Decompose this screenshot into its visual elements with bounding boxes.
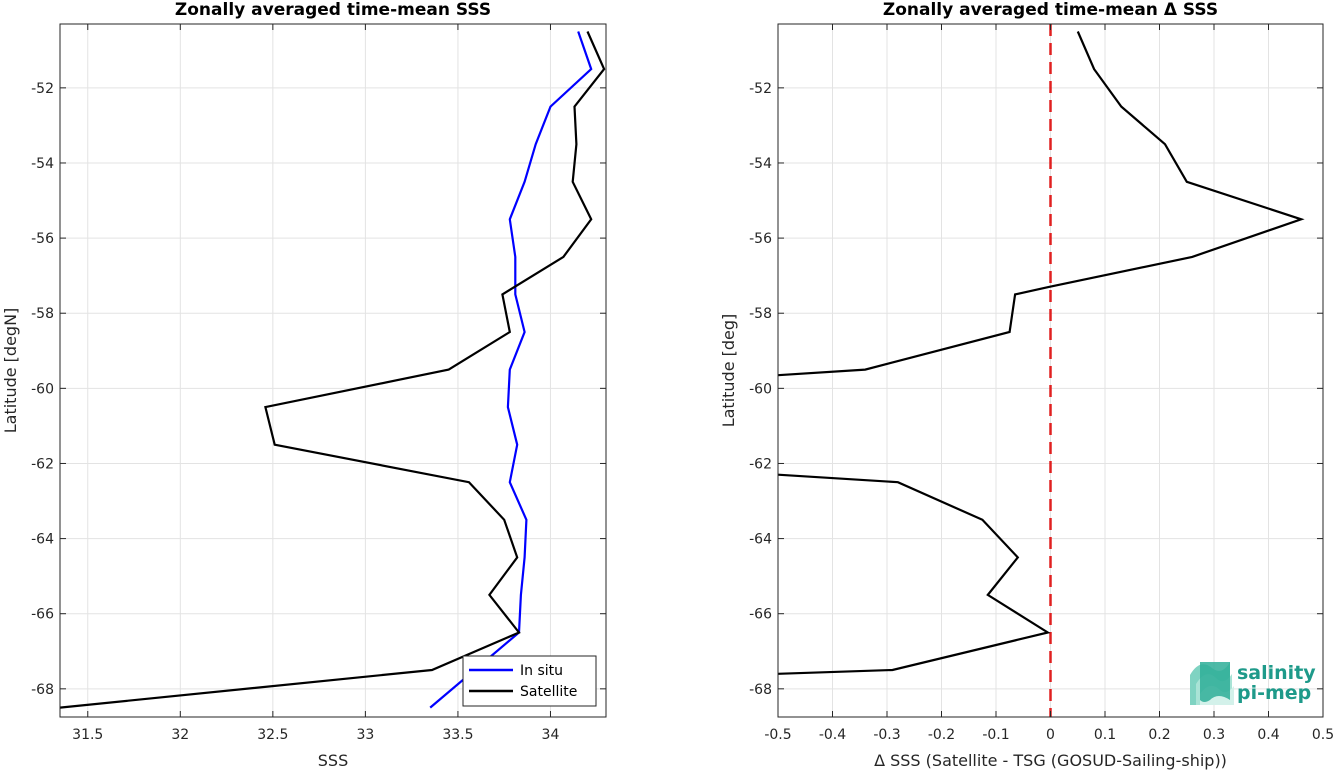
- grid-left: [60, 24, 606, 717]
- axes-frame-left: [59, 23, 607, 718]
- logo-text-pi-mep: pi-mep: [1237, 682, 1311, 704]
- waves-logo-icon: [1190, 662, 1234, 705]
- x-tick-label-right: 0.4: [1257, 727, 1279, 743]
- legend-label-in-situ: In situ: [520, 663, 563, 679]
- y-tick-label-right: -54: [749, 156, 772, 172]
- legend-label-satellite: Satellite: [520, 684, 577, 700]
- x-ticks-left: 31.5 32 32.5 33 33.5 34: [72, 24, 559, 743]
- x-tick-label-right: -0.5: [764, 727, 791, 743]
- y-tick-label-right: -56: [749, 231, 772, 247]
- y-tick-label-left: -60: [31, 381, 54, 397]
- series-line-satellite: [59, 31, 606, 709]
- y-tick-label-left: -56: [31, 231, 54, 247]
- legend: In situ Satellite: [462, 655, 597, 707]
- y-tick-label-right: -66: [749, 607, 772, 623]
- x-tick-label-left: 31.5: [72, 727, 103, 743]
- x-tick-label-left: 32: [171, 727, 189, 743]
- x-axis-label-left: SSS: [318, 751, 348, 770]
- y-tick-label-right: -68: [749, 682, 772, 698]
- y-tick-label-left: -54: [31, 156, 54, 172]
- axes-frame-right: [777, 23, 1324, 718]
- x-tick-label-right: 0.1: [1094, 727, 1116, 743]
- x-tick-label-left: 32.5: [257, 727, 288, 743]
- y-ticks-right: -68 -66 -64 -62 -60 -58 -56 -54 -52: [749, 81, 1323, 698]
- y-tick-label-right: -64: [749, 532, 772, 548]
- y-axis-label-right: Latitude [deg]: [719, 314, 738, 428]
- y-tick-label-right: -62: [749, 456, 772, 472]
- x-axis-label-right: Δ SSS (Satellite - TSG (GOSUD-Sailing-sh…: [874, 751, 1227, 770]
- series-lines-right: [777, 31, 1305, 675]
- panel-delta-sss: Zonally averaged time-mean Δ SSS -0.5 -0.…: [719, 0, 1334, 770]
- y-tick-label-right: -60: [749, 381, 772, 397]
- y-tick-label-left: -58: [31, 306, 54, 322]
- panel-sss: Zonally averaged time-mean SSS 31.5 32 32.…: [1, 0, 607, 770]
- x-tick-label-left: 33.5: [442, 727, 473, 743]
- logo-text-salinity: salinity: [1237, 662, 1316, 684]
- x-tick-label-right: -0.3: [873, 727, 900, 743]
- y-tick-label-left: -66: [31, 607, 54, 623]
- y-tick-label-right: -52: [749, 81, 772, 97]
- x-tick-label-right: 0.2: [1148, 727, 1170, 743]
- y-tick-label-left: -52: [31, 81, 54, 97]
- y-tick-label-right: -58: [749, 306, 772, 322]
- x-tick-label-right: -0.4: [819, 727, 846, 743]
- legend-box: [462, 655, 597, 707]
- y-tick-label-left: -62: [31, 456, 54, 472]
- x-tick-label-right: -0.1: [982, 727, 1009, 743]
- series-lines-left: [59, 31, 606, 709]
- chart-title-right: Zonally averaged time-mean Δ SSS: [883, 0, 1218, 20]
- x-tick-label-right: 0.5: [1312, 727, 1334, 743]
- x-ticks-right: -0.5 -0.4 -0.3 -0.2 -0.1 0 0.1 0.2 0.3 0.4 0.5: [764, 24, 1334, 743]
- chart-title-left: Zonally averaged time-mean SSS: [175, 0, 491, 20]
- y-ticks-left: -68 -66 -64 -62 -60 -58 -56 -54 -52: [31, 81, 606, 698]
- x-tick-label-right: 0.3: [1203, 727, 1225, 743]
- x-tick-label-left: 33: [356, 727, 374, 743]
- x-tick-label-right: 0: [1046, 727, 1055, 743]
- y-tick-label-left: -64: [31, 532, 54, 548]
- x-tick-label-right: -0.2: [928, 727, 955, 743]
- y-axis-label-left: Latitude [degN]: [1, 308, 20, 434]
- series-line-in-situ: [429, 31, 593, 709]
- salinity-pi-mep-logo: salinity pi-mep: [1190, 662, 1316, 705]
- series-line-right-1: [777, 473, 1051, 675]
- x-tick-label-left: 34: [542, 727, 560, 743]
- series-line-right-0: [777, 31, 1305, 377]
- y-tick-label-left: -68: [31, 682, 54, 698]
